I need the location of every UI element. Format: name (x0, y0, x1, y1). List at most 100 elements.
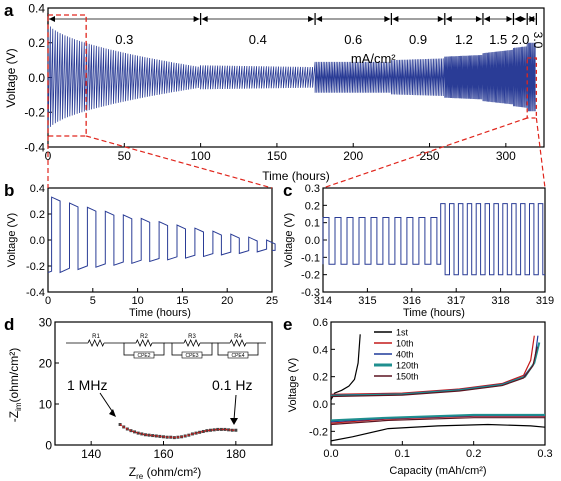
panel-c-chart: 314 315 316 317 318 319 -0.3 -0.2 -0.1 0.0 0.1 0.2 0… (283, 183, 554, 319)
y-tick-label: 0.0 (305, 235, 320, 247)
annotation-arrow (233, 394, 237, 421)
x-axis-title: Zre (ohm/cm²) (129, 465, 201, 481)
circuit-cpe (181, 351, 203, 359)
y-tick-label: 0.4 (30, 183, 45, 195)
segment-arrowhead-left (445, 16, 452, 22)
x-tick-label: 0.3 (537, 448, 552, 460)
panel-letter-b: b (4, 181, 14, 200)
x-tick-label: 0.0 (323, 448, 338, 460)
current-density-label: 0.4 (249, 32, 267, 47)
y-tick-label: 30 (39, 315, 53, 329)
y-axis-title: Voltage (V) (6, 213, 18, 267)
circuit-label: R4 (234, 334, 242, 340)
x-axis-title: Capacity (mAh/cm²) (389, 465, 486, 477)
current-density-label: 2.0 (511, 32, 529, 47)
x-tick-label: 300 (496, 149, 516, 163)
panel-letter-e: e (283, 315, 292, 334)
series-150th-discharge-line (330, 417, 545, 426)
annotation-0-1hz: 0.1 Hz (212, 377, 252, 393)
panel-letter-a: a (4, 1, 14, 20)
y-tick-label: 0.4 (28, 1, 45, 15)
y-tick-label: 0.0 (313, 399, 328, 411)
impedance-data-point (216, 427, 220, 431)
x-tick-label: 314 (314, 295, 332, 307)
x-tick-label: 318 (491, 295, 509, 307)
circuit-label: CPE3 (185, 353, 198, 359)
y-tick-label: -0.2 (26, 261, 45, 273)
impedance-data-point (133, 430, 137, 434)
x-tick-label: 15 (176, 295, 188, 307)
annotation-arrowhead (109, 409, 116, 417)
y-tick-label: 0.0 (28, 71, 45, 85)
segment-arrowhead-right (308, 16, 315, 22)
panel-letter-d: d (4, 315, 14, 334)
series-1st-charge-line (330, 334, 361, 401)
current-density-label: 0.6 (344, 32, 362, 47)
panel-d-chart: 140 160 180 0 10 20 30 1 MHz 0.1 Hz R1 R2 CPE2 R3 CPE… (7, 315, 273, 481)
annotation-arrow (99, 392, 115, 415)
series-10th-charge-line (330, 335, 535, 395)
y-tick-label: 0.1 (305, 218, 320, 230)
segment-arrowhead-right (475, 16, 482, 22)
x-tick-label: 315 (358, 295, 376, 307)
plot-frame (330, 321, 546, 446)
x-tick-label: 180 (226, 447, 246, 461)
x-tick-label: 150 (267, 149, 287, 163)
segment-arrowhead-right (529, 16, 536, 22)
series-120th-charge-line (330, 342, 541, 397)
y-tick-label: 0.0 (30, 235, 45, 247)
circuit-cpe (227, 351, 249, 359)
x-tick-label: 5 (90, 295, 96, 307)
series-120th-discharge-line (330, 413, 545, 422)
x-axis-title: Time (hours) (129, 307, 191, 319)
y-tick-label: 0.2 (305, 200, 320, 212)
x-tick-label: 200 (343, 149, 363, 163)
x-tick-label: 250 (420, 149, 440, 163)
impedance-fit-line (119, 423, 236, 439)
zoom-connector-c-right (535, 117, 546, 189)
y-axis-title: Voltage (V) (4, 48, 18, 107)
x-tick-label: 0 (45, 295, 51, 307)
legend-label: 150th (396, 372, 419, 382)
zoom-connector-b-right (85, 135, 273, 189)
panel-a-chart: 0 50 100 150 200 250 300-0.4-0.20.00.20.40.3 0.… (4, 1, 545, 183)
circuit-resistor (183, 339, 201, 347)
y-tick-label: 10 (39, 397, 53, 411)
impedance-data-point (198, 430, 202, 434)
y-tick-label: 0.2 (30, 209, 45, 221)
impedance-data-point (230, 428, 234, 432)
plot-frame (47, 187, 273, 293)
current-density-label: 0.3 (115, 32, 133, 47)
segment-arrowhead-right (437, 16, 444, 22)
series-40th-charge-line (330, 335, 539, 396)
x-tick-label: 160 (153, 447, 173, 461)
y-tick-label: 0 (45, 438, 52, 452)
x-tick-label: 316 (403, 295, 421, 307)
segment-arrowhead-left (316, 16, 323, 22)
zoom-box-c (526, 57, 538, 119)
segment-arrowhead-right (506, 16, 513, 22)
zoom-box-b (47, 14, 87, 137)
zoom-connector-c-left (322, 117, 528, 189)
x-tick-label: 10 (131, 295, 143, 307)
voltage-trace-line (47, 196, 276, 274)
y-tick-label: 0.3 (305, 183, 320, 195)
impedance-data-point (154, 434, 158, 438)
x-axis-title: Time (hours) (403, 307, 465, 319)
y-tick-label: -0.4 (24, 140, 45, 154)
current-density-label: 1.5 (489, 32, 507, 47)
impedance-data-point (151, 434, 155, 438)
x-axis-title: Time (hours) (262, 169, 330, 183)
impedance-data-point (136, 431, 140, 435)
panel-e-chart: 0.0 0.1 0.2 0.3-0.20.00.20.40.61st10th40th1… (287, 317, 553, 477)
circuit-label: R2 (140, 334, 148, 340)
x-tick-label: 25 (266, 295, 278, 307)
voltage-trace-line (322, 203, 545, 276)
x-tick-label: 317 (447, 295, 465, 307)
zoom-connector-lines (47, 117, 546, 189)
x-tick-label: 319 (536, 295, 554, 307)
circuit-resistor (87, 339, 105, 347)
segment-arrowhead-left (201, 16, 208, 22)
impedance-data-point (201, 429, 205, 433)
